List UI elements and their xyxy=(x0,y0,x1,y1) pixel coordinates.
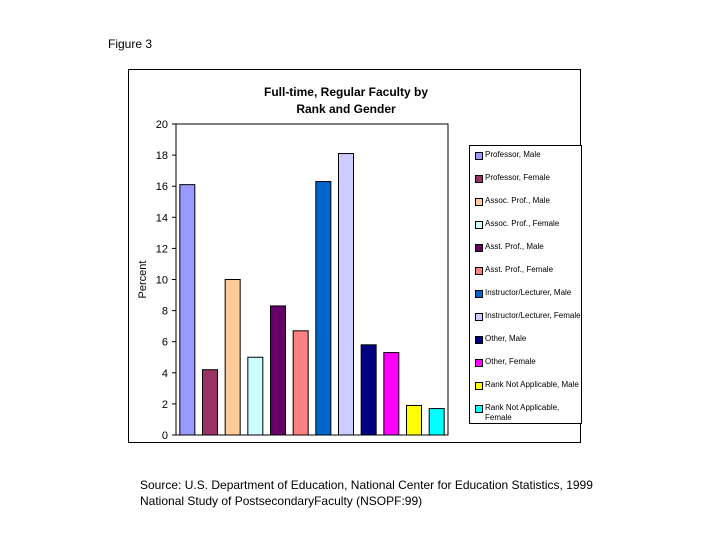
legend-label: Instructor/Lecturer, Male xyxy=(485,288,572,297)
y-tick-label: 12 xyxy=(156,243,168,255)
legend-label: Assoc. Prof., Male xyxy=(485,196,550,205)
bar xyxy=(179,184,196,436)
bar xyxy=(202,369,218,436)
y-tick-label: 18 xyxy=(156,150,168,162)
legend-label: Professor, Male xyxy=(485,150,541,159)
legend-label: Assoc. Prof., Female xyxy=(485,219,560,228)
legend-swatch xyxy=(475,244,483,252)
bar xyxy=(270,305,286,436)
legend-label: Rank Not Applicable, Female xyxy=(485,403,560,422)
bar xyxy=(315,181,332,436)
legend-label: Other, Male xyxy=(485,334,527,343)
figure-label: Figure 3 xyxy=(108,37,153,51)
bar xyxy=(247,356,264,436)
y-tick-label: 14 xyxy=(156,212,168,224)
bar xyxy=(360,344,377,436)
y-tick-label: 10 xyxy=(156,275,168,287)
legend-label: Asst. Prof., Male xyxy=(485,242,544,251)
legend-label: Rank Not Applicable, Male xyxy=(485,380,579,389)
legend-swatch xyxy=(475,198,483,206)
y-tick-label: 16 xyxy=(156,181,168,193)
y-tick-label: 0 xyxy=(162,430,168,442)
bar xyxy=(383,352,400,436)
legend-swatch xyxy=(475,336,483,344)
chart-title: Full-time, Regular Faculty by Rank and G… xyxy=(128,84,564,118)
y-tick-label: 2 xyxy=(162,399,168,411)
legend-swatch xyxy=(475,152,483,160)
source-line-2: National Study of PostsecondaryFaculty (… xyxy=(140,494,423,508)
y-axis-label: Percent xyxy=(137,261,149,299)
y-tick-label: 20 xyxy=(156,119,168,131)
bar xyxy=(224,279,241,436)
legend-swatch xyxy=(475,175,483,183)
bar xyxy=(428,408,445,436)
bar xyxy=(338,153,354,436)
legend-swatch xyxy=(475,313,483,321)
y-tick-label: 8 xyxy=(162,306,168,318)
legend-label: Instructor/Lecturer, Female xyxy=(485,311,581,320)
legend-label: Professor, Female xyxy=(485,173,550,182)
bar xyxy=(292,330,309,436)
legend-label: Asst. Prof., Female xyxy=(485,265,554,274)
legend-label: Other, Female xyxy=(485,357,536,366)
source-note: Source: U.S. Department of Education, Na… xyxy=(140,477,593,509)
legend-swatch xyxy=(475,221,483,229)
y-tick-label: 6 xyxy=(162,337,168,349)
legend-swatch xyxy=(475,382,483,390)
legend-swatch xyxy=(475,290,483,298)
legend-swatch xyxy=(475,359,483,367)
chart-title-line-1: Full-time, Regular Faculty by xyxy=(263,85,429,99)
chart-legend: Professor, Male Professor, Female Assoc. P… xyxy=(469,145,582,424)
source-line-1: Source: U.S. Department of Education, Na… xyxy=(140,478,593,492)
y-tick-label: 4 xyxy=(162,368,168,380)
chart-title-line-2: Rank and Gender xyxy=(296,102,396,116)
legend-swatch xyxy=(475,405,483,413)
bar xyxy=(406,404,422,436)
legend-swatch xyxy=(475,267,483,275)
